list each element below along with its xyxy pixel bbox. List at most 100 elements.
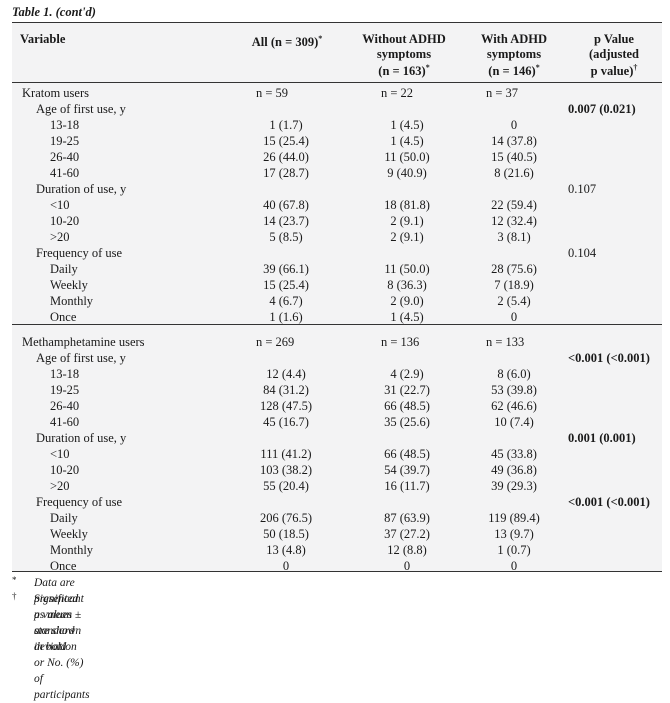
table-row: Frequency of use <0.001 (<0.001) — [12, 494, 662, 510]
row-label: 26-40 — [50, 399, 80, 413]
cell-without: 12 (8.8) — [387, 543, 427, 557]
row-label: Methamphetamine users — [22, 335, 145, 349]
row-label: Age of first use, y — [36, 102, 126, 116]
cell-with: 2 (5.4) — [497, 294, 531, 308]
table-row: 13-18 1 (1.7) 1 (4.5) 0 — [12, 117, 662, 133]
table-row: Duration of use, y 0.107 — [12, 181, 662, 197]
header-with-line: With ADHD — [480, 32, 548, 46]
cell-without: 16 (11.7) — [384, 479, 430, 493]
cell-all: 55 (20.4) — [263, 479, 309, 493]
cell-pvalue: 0.001 (0.001) — [568, 431, 636, 445]
caption-cont: (cont'd) — [55, 5, 96, 19]
cell-without: n = 136 — [381, 335, 420, 349]
row-label: 10-20 — [50, 463, 80, 477]
table-row: Monthly 4 (6.7) 2 (9.0) 2 (5.4) — [12, 293, 662, 309]
cell-without: 9 (40.9) — [387, 166, 427, 180]
cell-with: 119 (89.4) — [488, 511, 540, 525]
cell-without: 2 (9.0) — [390, 294, 424, 308]
cell-with: 7 (18.9) — [494, 278, 534, 292]
caption-label: Table 1. — [12, 5, 53, 19]
cell-with: 13 (9.7) — [494, 527, 534, 541]
header-with: With ADHD symptoms (n = 146)* — [468, 32, 560, 79]
cell-pvalue: 0.104 — [568, 246, 597, 260]
row-label: Kratom users — [22, 86, 89, 100]
cell-without: 54 (39.7) — [384, 463, 430, 477]
row-label: Duration of use, y — [36, 182, 127, 196]
cell-all: 5 (8.5) — [269, 230, 303, 244]
cell-all: 15 (25.4) — [263, 278, 309, 292]
row-label: Once — [50, 559, 77, 573]
cell-with: n = 37 — [486, 86, 519, 100]
row-label: Frequency of use — [36, 495, 123, 509]
cell-with: 3 (8.1) — [497, 230, 531, 244]
cell-with: 0 — [510, 118, 518, 132]
cell-with: 39 (29.3) — [491, 479, 537, 493]
header-all: All (n = 309)* — [244, 32, 330, 50]
footnote-mark: † — [12, 591, 17, 601]
cell-without: 8 (36.3) — [387, 278, 427, 292]
table-row: Age of first use, y 0.007 (0.021) — [12, 101, 662, 117]
cell-all: 26 (44.0) — [263, 150, 309, 164]
table-row: Daily 206 (76.5) 87 (63.9) 119 (89.4) — [12, 510, 662, 526]
row-label: Age of first use, y — [36, 351, 126, 365]
cell-with: 14 (37.8) — [491, 134, 537, 148]
header-all-line: All (n = 309)* — [251, 34, 323, 50]
table-row: <10 40 (67.8) 18 (81.8) 22 (59.4) — [12, 197, 662, 213]
table-row: Daily 39 (66.1) 11 (50.0) 28 (75.6) — [12, 261, 662, 277]
row-label: 41-60 — [50, 415, 80, 429]
cell-all: 14 (23.7) — [263, 214, 309, 228]
cell-all: n = 269 — [256, 335, 295, 349]
table-row: 19-25 15 (25.4) 1 (4.5) 14 (37.8) — [12, 133, 662, 149]
table-row: 19-25 84 (31.2) 31 (22.7) 53 (39.8) — [12, 382, 662, 398]
cell-all: 40 (67.8) — [263, 198, 309, 212]
cell-with: 45 (33.8) — [491, 447, 537, 461]
cell-without: 0 — [403, 559, 411, 573]
table-row: 41-60 17 (28.7) 9 (40.9) 8 (21.6) — [12, 165, 662, 181]
cell-without: 2 (9.1) — [390, 230, 424, 244]
cell-with: 22 (59.4) — [491, 198, 537, 212]
table-row: Methamphetamine users n = 269 n = 136 n = 1… — [12, 334, 662, 350]
cell-pvalue: 0.107 — [568, 182, 597, 196]
cell-without: 87 (63.9) — [384, 511, 430, 525]
cell-without: 18 (81.8) — [384, 198, 430, 212]
header-without-line: (n = 163)* — [378, 63, 430, 79]
cell-with: 1 (0.7) — [497, 543, 531, 557]
header-without: Without ADHD symptoms (n = 163)* — [346, 32, 462, 79]
cell-with: 15 (40.5) — [491, 150, 537, 164]
cell-with: n = 133 — [486, 335, 525, 349]
row-label: 26-40 — [50, 150, 80, 164]
row-label: 19-25 — [50, 383, 80, 397]
table-row: Once 0 0 0 — [12, 558, 662, 574]
table-row: Duration of use, y 0.001 (0.001) — [12, 430, 662, 446]
row-label: <10 — [50, 447, 70, 461]
table-row: Weekly 15 (25.4) 8 (36.3) 7 (18.9) — [12, 277, 662, 293]
row-label: 13-18 — [50, 118, 80, 132]
table-row: 26-40 26 (44.0) 11 (50.0) 15 (40.5) — [12, 149, 662, 165]
table-row: Monthly 13 (4.8) 12 (8.8) 1 (0.7) — [12, 542, 662, 558]
cell-all: 45 (16.7) — [263, 415, 309, 429]
row-label: <10 — [50, 198, 70, 212]
table-row: >20 5 (8.5) 2 (9.1) 3 (8.1) — [12, 229, 662, 245]
cell-all: 111 (41.2) — [260, 447, 312, 461]
header-with-line: (n = 146)* — [488, 63, 540, 79]
cell-without: 37 (27.2) — [384, 527, 430, 541]
row-label: 19-25 — [50, 134, 80, 148]
row-label: Once — [50, 310, 77, 324]
cell-with: 49 (36.8) — [491, 463, 537, 477]
row-label: Weekly — [50, 527, 88, 541]
row-label: Daily — [50, 262, 78, 276]
cell-pvalue: <0.001 (<0.001) — [568, 495, 650, 509]
footnote-text: Significant p values are shown in bold — [34, 593, 84, 653]
cell-without: 31 (22.7) — [384, 383, 430, 397]
cell-with: 8 (6.0) — [497, 367, 531, 381]
cell-all: 128 (47.5) — [259, 399, 313, 413]
cell-with: 12 (32.4) — [491, 214, 537, 228]
cell-with: 10 (7.4) — [494, 415, 534, 429]
table-row: Once 1 (1.6) 1 (4.5) 0 — [12, 309, 662, 325]
header-without-line: symptoms — [376, 46, 432, 61]
cell-without: 35 (25.6) — [384, 415, 430, 429]
row-label: 41-60 — [50, 166, 80, 180]
table-row: 41-60 45 (16.7) 35 (25.6) 10 (7.4) — [12, 414, 662, 430]
table-row: 10-20 14 (23.7) 2 (9.1) 12 (32.4) — [12, 213, 662, 229]
cell-without: 1 (4.5) — [390, 134, 424, 148]
